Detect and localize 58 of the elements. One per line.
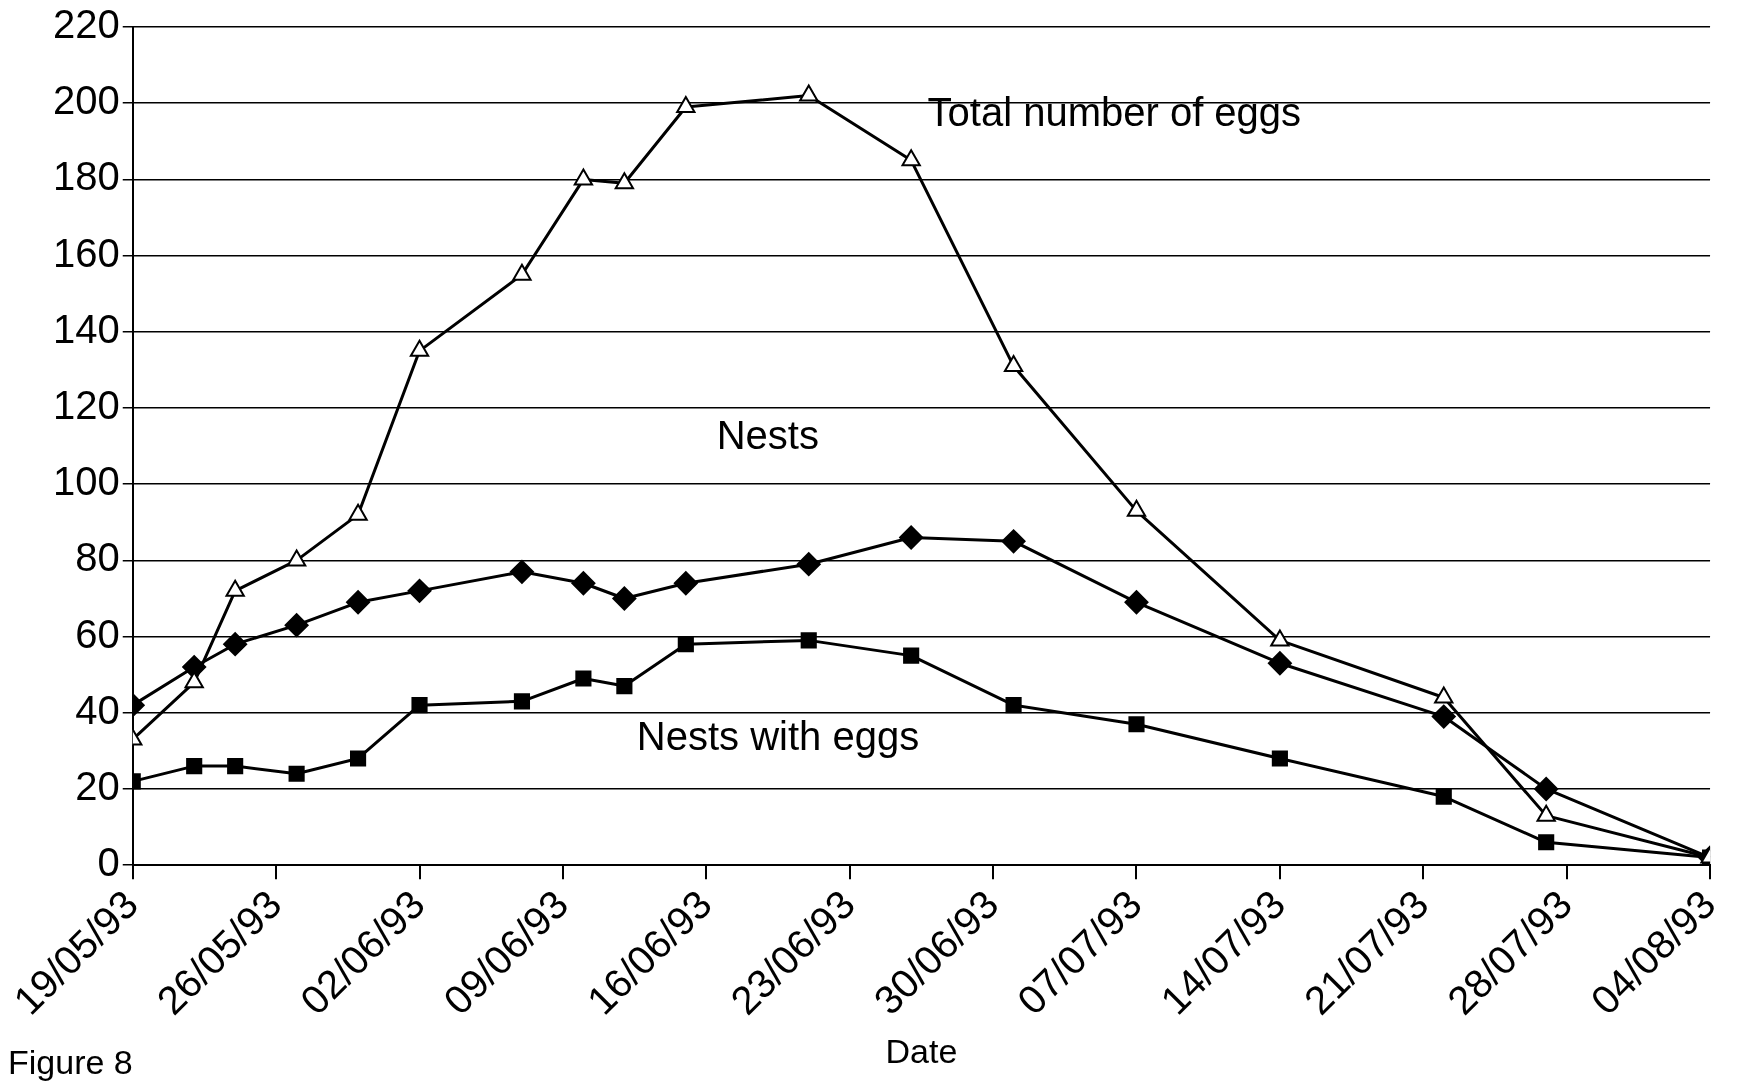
point	[673, 571, 698, 596]
point	[512, 263, 532, 281]
y-tick-label: 120	[52, 383, 120, 428]
y-tick-label: 40	[75, 687, 120, 732]
point	[1267, 651, 1292, 676]
y-tick-label: 60	[75, 611, 120, 656]
y-tick-label: 220	[52, 2, 120, 47]
point	[409, 339, 430, 357]
point	[407, 578, 432, 603]
point	[348, 503, 368, 521]
y-tick-label: 140	[52, 306, 120, 351]
y-tick-label: 20	[75, 763, 120, 808]
point	[796, 552, 821, 577]
point	[799, 84, 819, 102]
point	[1124, 590, 1149, 615]
series-label: Nests with eggs	[636, 714, 920, 759]
point	[901, 149, 921, 167]
point	[223, 632, 248, 657]
y-tick-label: 0	[97, 840, 120, 885]
point	[350, 750, 367, 767]
point	[903, 647, 920, 664]
y-tick-label: 200	[52, 78, 120, 123]
point	[1128, 716, 1145, 733]
point	[1003, 355, 1024, 373]
point	[1001, 529, 1026, 554]
point	[513, 693, 531, 710]
point	[286, 549, 307, 567]
point	[411, 697, 428, 714]
point	[1534, 776, 1559, 801]
point	[1005, 697, 1022, 714]
point	[284, 613, 309, 638]
point	[227, 758, 244, 775]
series-label: Total number of eggs	[927, 89, 1302, 134]
point	[186, 758, 203, 775]
point	[1271, 750, 1288, 767]
point	[288, 765, 305, 782]
point	[800, 632, 817, 649]
point	[346, 590, 371, 615]
point	[677, 636, 694, 653]
y-tick-label: 160	[52, 230, 120, 275]
point	[676, 96, 696, 114]
caption: Figure 8	[8, 1043, 133, 1082]
y-tick-label: 80	[75, 535, 120, 580]
y-tick-label: 180	[52, 154, 120, 199]
y-tick-label: 100	[52, 459, 120, 504]
point	[1431, 704, 1456, 729]
point	[899, 525, 924, 550]
point	[575, 670, 592, 687]
text: Nests	[716, 413, 819, 458]
point	[571, 571, 596, 596]
point	[614, 172, 635, 190]
point	[612, 586, 637, 611]
point	[573, 168, 594, 186]
point	[1538, 834, 1555, 851]
point	[1435, 788, 1452, 805]
point	[616, 678, 633, 695]
x-axis-title: Date	[885, 1031, 958, 1070]
point	[509, 559, 534, 584]
